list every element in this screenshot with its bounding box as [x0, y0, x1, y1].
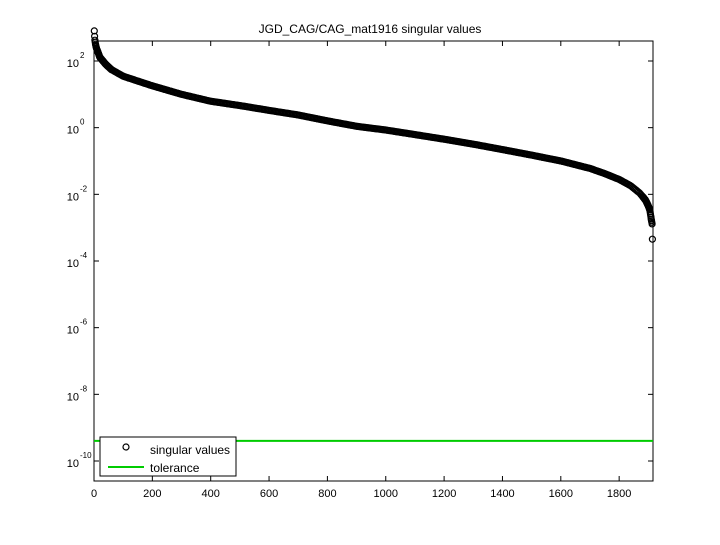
y-tick-exponent: 0	[80, 118, 85, 127]
legend-box	[99, 436, 237, 477]
y-tick-label: 10	[67, 125, 79, 137]
legend: singular values tolerance	[99, 436, 237, 477]
singular-values-series	[90, 27, 657, 243]
x-tick-label: 600	[260, 488, 278, 500]
y-tick-label: 10	[67, 325, 79, 337]
y-tick-label: 10	[67, 391, 79, 403]
x-tick-label: 1000	[374, 488, 398, 500]
y-tick-exponent: -4	[80, 251, 88, 260]
y-tick-label: 10	[67, 191, 79, 203]
chart-title: JGD_CAG/CAG_mat1916 singular values	[259, 22, 482, 36]
x-tick-label: 1800	[607, 488, 631, 500]
legend-label-singular-values: singular values	[150, 443, 230, 457]
y-tick-exponent: 2	[80, 51, 85, 60]
y-tick-exponent: -8	[80, 384, 88, 393]
y-tick-label: 10	[67, 458, 79, 470]
x-tick-label: 400	[202, 488, 220, 500]
y-tick-exponent: -10	[80, 451, 92, 460]
singular-value-point	[648, 235, 657, 243]
axis-ticks: 0 200 400 600 800 1000 1200 1400 1600 18001021001…	[67, 41, 653, 500]
x-tick-label: 1200	[432, 488, 456, 500]
x-tick-label: 200	[143, 488, 161, 500]
singular-value-point	[648, 220, 656, 228]
x-tick-label: 1600	[549, 488, 573, 500]
x-tick-label: 800	[318, 488, 336, 500]
y-tick-label: 10	[67, 58, 79, 70]
x-tick-label: 0	[91, 488, 97, 500]
y-tick-exponent: -2	[80, 184, 88, 193]
x-tick-label: 1400	[490, 488, 514, 500]
legend-marker-singular-values	[122, 443, 130, 451]
y-tick-exponent: -6	[80, 318, 88, 327]
y-tick-label: 10	[67, 258, 79, 270]
legend-label-tolerance: tolerance	[150, 461, 200, 475]
